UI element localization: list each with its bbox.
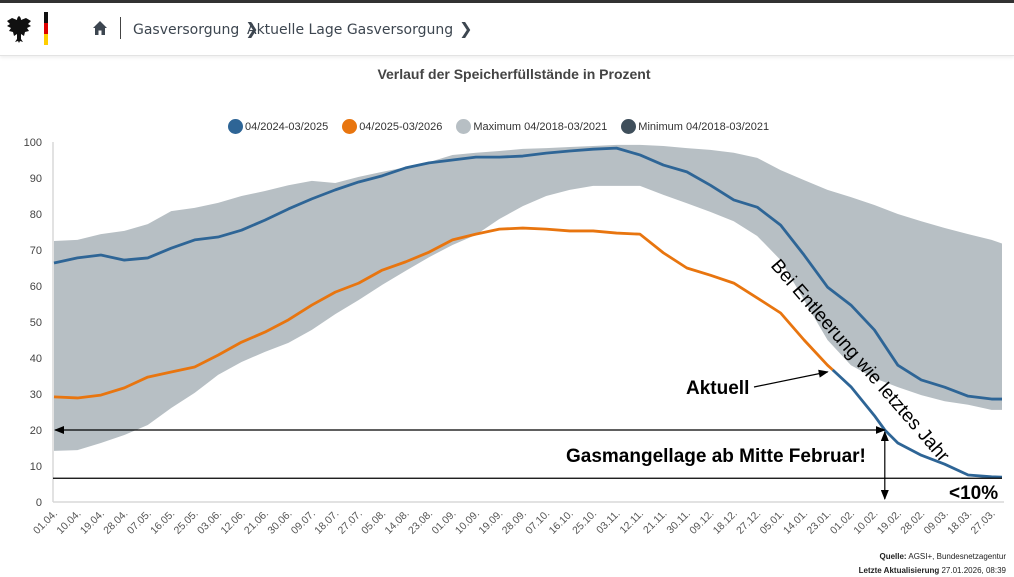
x-tick-label: 10.09.	[453, 508, 482, 537]
x-tick-label: 09.07.	[289, 508, 318, 537]
x-tick-label: 21.06.	[242, 508, 271, 537]
legend-item-maximum[interactable]: Maximum 04/2018-03/2021	[456, 119, 607, 134]
x-tick-label: 25.10.	[570, 508, 599, 537]
x-tick-label: 14.01.	[781, 508, 810, 537]
x-tick-label: 12.06.	[219, 508, 248, 537]
x-tick-label: 16.05.	[148, 508, 177, 537]
x-tick-label: 19.09.	[476, 508, 505, 537]
x-tick-label: 23.01.	[804, 508, 833, 537]
x-tick-label: 03.06.	[195, 508, 224, 537]
source-label: Quelle:	[879, 552, 907, 561]
series-line-2024-2025	[53, 146, 1002, 401]
x-tick-label: 30.06.	[265, 508, 294, 537]
y-tick-label: 20	[30, 425, 42, 437]
x-tick-label: 27.12.	[734, 508, 763, 537]
y-tick-label: 10	[30, 461, 42, 473]
legend-label: Maximum 04/2018-03/2021	[473, 120, 608, 133]
chart-legend: 04/2024-03/2025 04/2025-03/2026 Maximum …	[228, 119, 769, 134]
updated-label: Letzte Aktualisierung	[858, 566, 940, 575]
home-icon[interactable]	[92, 20, 108, 36]
x-tick-label: 28.02.	[898, 508, 927, 537]
series-line-2025-2026	[53, 226, 834, 400]
x-tick-label: 18.03.	[945, 508, 974, 537]
x-tick-label: 01.04.	[31, 508, 60, 537]
legend-item-2025[interactable]: 04/2025-03/2026	[342, 119, 442, 134]
annotation-aktuell: Aktuell	[686, 378, 749, 399]
x-tick-label: 10.04.	[54, 508, 83, 537]
x-tick-label: 19.02.	[875, 508, 904, 537]
y-tick-label: 50	[30, 317, 42, 329]
x-tick-label: 05.01.	[758, 508, 787, 537]
federal-eagle-icon[interactable]	[6, 13, 34, 45]
y-tick-label: 100	[24, 137, 42, 149]
breadcrumb-aktuelle-lage[interactable]: Aktuelle Lage Gasversorgung ❯	[247, 19, 473, 38]
y-tick-label: 70	[30, 245, 42, 257]
x-tick-label: 09.03.	[922, 508, 951, 537]
y-tick-label: 80	[30, 209, 42, 221]
legend-marker	[456, 119, 472, 134]
y-tick-label: 90	[30, 173, 42, 185]
legend-marker	[342, 119, 358, 134]
breadcrumb-label: Aktuelle Lage Gasversorgung	[247, 22, 454, 38]
x-tick-label: 10.02.	[851, 508, 880, 537]
legend-label: 04/2025-03/2026	[359, 120, 443, 133]
top-border	[0, 0, 1014, 3]
legend-marker	[228, 119, 243, 134]
legend-item-minimum[interactable]: Minimum 04/2018-03/2021	[621, 119, 769, 134]
range-band-max-min	[54, 144, 1002, 451]
x-tick-label: 23.08.	[406, 508, 435, 537]
aktuell-arrow	[753, 369, 829, 388]
breadcrumb-separator	[120, 17, 121, 39]
x-tick-label: 27.07.	[336, 508, 365, 537]
x-tick-label: 30.11.	[664, 508, 693, 537]
source-value: AGSI+, Bundesnetzagentur	[908, 552, 1006, 561]
x-tick-label: 27.03.	[969, 508, 998, 537]
x-tick-label: 01.09.	[429, 508, 458, 537]
site-header: Gasversorgung ❯ Aktuelle Lage Gasversorgu…	[0, 3, 1014, 56]
german-flag	[44, 12, 48, 45]
x-tick-label: 28.09.	[500, 508, 529, 537]
x-tick-label: 07.10.	[523, 508, 552, 537]
chevron-right-icon: ❯	[245, 19, 259, 38]
x-tick-label: 05.08.	[359, 508, 388, 537]
legend-item-2024[interactable]: 04/2024-03/2025	[228, 119, 328, 134]
breadcrumb-label: Gasversorgung	[133, 22, 240, 38]
x-tick-label: 01.02.	[828, 508, 857, 537]
x-tick-label: 19.04.	[78, 508, 107, 537]
x-tick-label: 12.11.	[618, 508, 647, 537]
y-tick-label: 30	[30, 389, 42, 401]
y-tick-label: 0	[36, 497, 42, 509]
x-tick-label: 16.10.	[547, 508, 576, 537]
annotation-threshold: <10%	[949, 483, 998, 504]
flag-stripe-black	[44, 12, 48, 23]
x-tick-label: 21.11.	[641, 508, 670, 537]
x-tick-label: 18.07.	[312, 508, 341, 537]
chevron-right-icon: ❯	[459, 19, 473, 38]
series-line-projection	[831, 368, 1003, 479]
legend-label: 04/2024-03/2025	[245, 120, 329, 133]
y-tick-label: 60	[30, 281, 42, 293]
x-tick-label: 07.05.	[125, 508, 154, 537]
x-tick-label: 03.11.	[594, 508, 623, 537]
x-tick-label: 09.12.	[687, 508, 716, 537]
updated-note: Letzte Aktualisierung 27.01.2026, 08:39	[859, 566, 1006, 575]
updated-value: 27.01.2026, 08:39	[941, 566, 1006, 575]
source-note: Quelle: AGSI+, Bundesnetzagentur	[879, 552, 1006, 561]
flag-stripe-gold	[44, 34, 48, 45]
legend-label: Minimum 04/2018-03/2021	[638, 120, 770, 133]
x-tick-label: 18.12.	[711, 508, 740, 537]
y-tick-label: 40	[30, 353, 42, 365]
breadcrumb-gasversorgung[interactable]: Gasversorgung ❯	[133, 19, 259, 38]
legend-marker	[621, 119, 637, 134]
flag-stripe-red	[44, 23, 48, 34]
chart-title: Verlauf der Speicherfüllstände in Prozen…	[377, 66, 651, 82]
x-tick-label: 25.05.	[172, 508, 201, 537]
x-tick-label: 14.08.	[383, 508, 412, 537]
x-tick-label: 28.04.	[101, 508, 130, 537]
annotation-shortage: Gasmangellage ab Mitte Februar!	[566, 446, 866, 467]
